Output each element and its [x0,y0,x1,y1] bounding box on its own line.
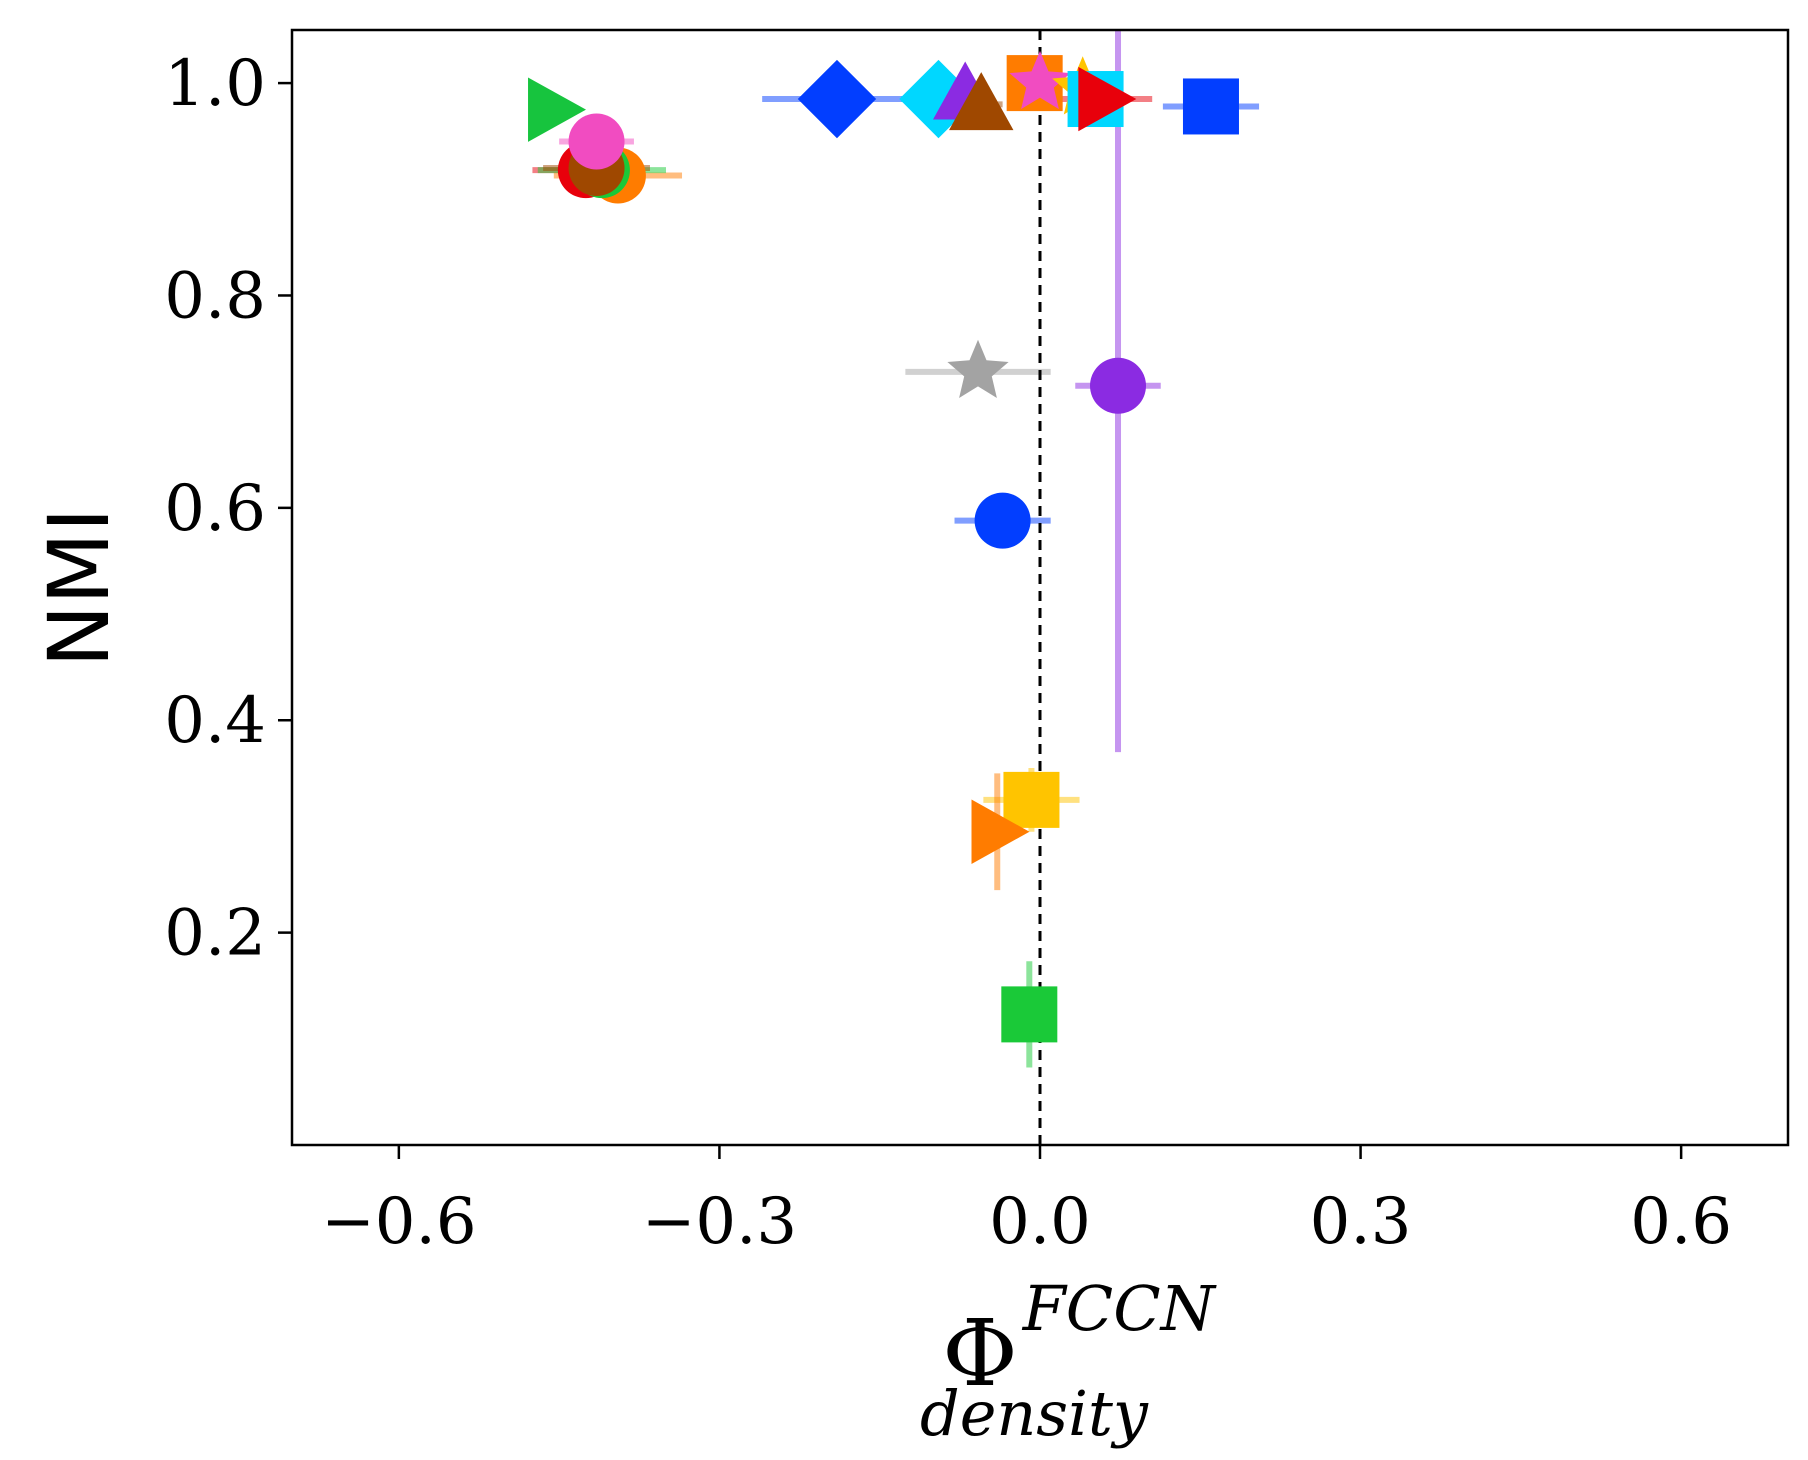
data-point-triangle-up [949,72,1014,131]
x-tick-label: −0.6 [321,1185,476,1259]
x-axis-ticks: −0.6 −0.3 0.0 0.3 0.6 [321,1145,1732,1259]
data-point-diamond [797,59,877,139]
data-markers [528,50,1239,1043]
y-axis-ticks: 0.2 0.4 0.6 0.8 1.0 [164,47,292,971]
x-tick-label: 0.6 [1630,1185,1732,1259]
y-tick-label: 0.4 [164,684,266,758]
x-tick-label: −0.3 [642,1185,797,1259]
data-point-circle [1090,357,1147,414]
x-axis-label: Φ FCCN density [920,1272,1220,1450]
y-axis-label: NMI [30,507,128,667]
y-tick-label: 0.8 [164,259,266,333]
data-point-star [1009,50,1071,110]
plot-frame [290,28,1790,1147]
x-tick-label: 0.3 [1310,1185,1412,1259]
x-tick-label: 0.0 [989,1185,1091,1259]
data-point-square [1003,771,1060,828]
data-point-circle [974,492,1031,549]
data-point-star [947,339,1009,398]
y-tick-label: 0.2 [164,897,266,971]
data-point-triangle-right [1078,66,1137,132]
data-point-circle [568,113,625,170]
y-tick-label: 1.0 [164,47,266,121]
data-point-square [1182,78,1239,135]
x-axis-label-base: Φ [942,1300,1017,1407]
x-axis-label-superscript: FCCN [1022,1272,1218,1345]
x-axis-label-subscript: density [920,1377,1149,1450]
data-point-square [1001,986,1058,1043]
y-tick-label: 0.6 [164,472,266,546]
data-point-triangle-right [528,77,586,142]
data-point-triangle-right [971,799,1030,864]
